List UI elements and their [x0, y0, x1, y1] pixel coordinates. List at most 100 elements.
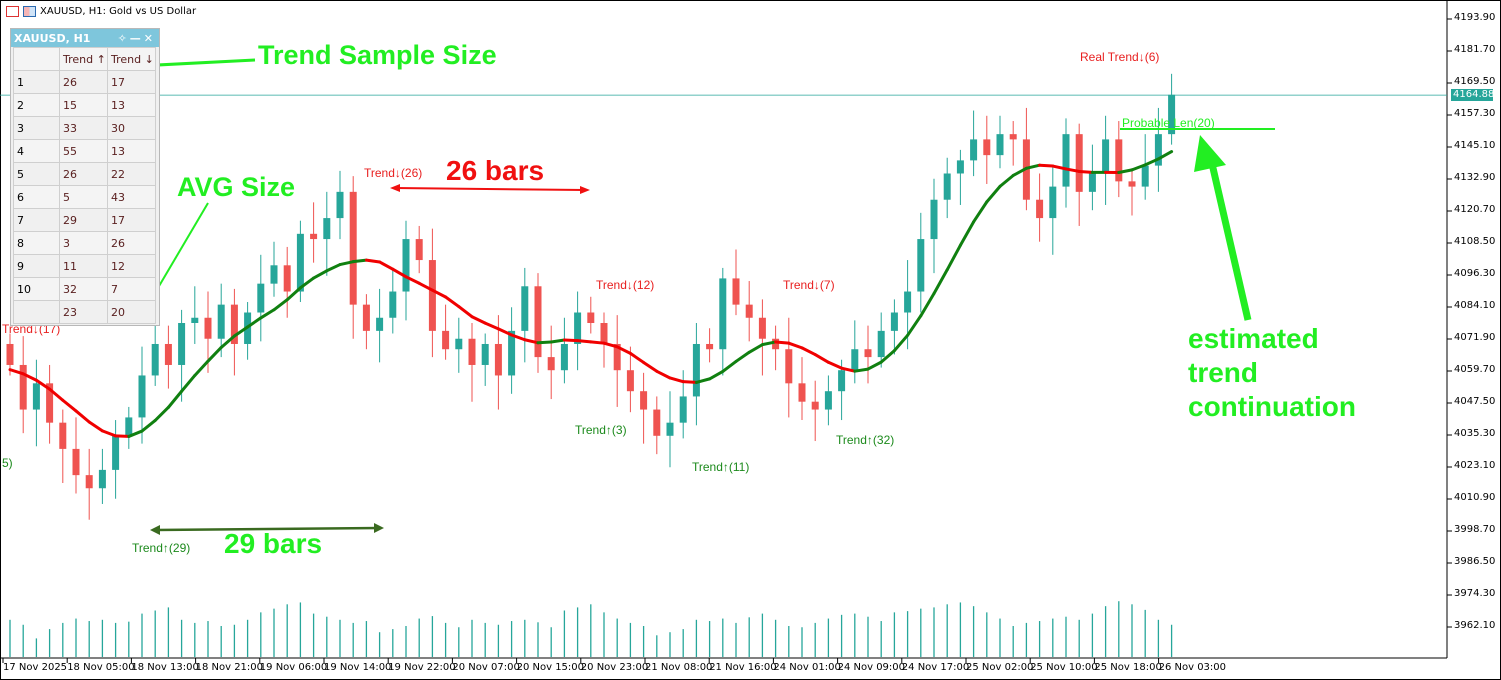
- trend-line-segment: [74, 409, 91, 424]
- trend-line-segment: [774, 340, 791, 345]
- table-cell: 26: [59, 70, 108, 94]
- y-tick-label: 4071.90: [1454, 332, 1496, 343]
- trend-line-segment: [87, 420, 104, 433]
- candle-body: [600, 323, 608, 344]
- x-tick-label: 17 Nov 2025: [3, 662, 68, 673]
- candle-body: [653, 409, 661, 436]
- y-tick-label: 4193.90: [1454, 12, 1496, 23]
- current-price-label: 4164.88: [1451, 89, 1495, 101]
- trend-line-segment: [21, 372, 38, 382]
- trend-label: Trend↑(29): [132, 541, 191, 555]
- trend-line-segment: [1051, 164, 1068, 171]
- trend-line-segment: [972, 200, 989, 224]
- trend-line-segment: [404, 275, 421, 285]
- table-cell: 11: [59, 254, 108, 278]
- chart-title: XAUUSD, H1: Gold vs US Dollar: [40, 6, 197, 17]
- candle-body: [666, 422, 674, 436]
- trend-line-segment: [417, 281, 434, 292]
- arrow-26-bars: [394, 187, 586, 191]
- pin-icon[interactable]: ✧: [117, 31, 130, 45]
- table-cell: 29: [59, 208, 108, 232]
- candle-body: [283, 265, 291, 292]
- table-cell: [13, 47, 60, 71]
- annotation-avg-size: AVG Size: [177, 172, 296, 202]
- minimize-icon[interactable]: —: [129, 31, 144, 45]
- candle-body: [1168, 94, 1176, 135]
- trend-stats-panel[interactable]: XAUUSD, H1 ✧—✕ Trend ↑ Trend ↓ 1 26 17 2 15 13 3 3…: [10, 28, 160, 326]
- trend-line-segment: [985, 184, 1002, 204]
- table-cell: 17: [107, 208, 156, 232]
- candle-body: [732, 278, 740, 305]
- x-tick-label: 20 Nov 23:00: [580, 662, 649, 673]
- candle-body: [112, 435, 120, 470]
- candle-body: [257, 283, 265, 313]
- candle-body: [877, 330, 885, 358]
- x-tick-label: 24 Nov 01:00: [773, 662, 841, 673]
- trend-line-segment: [853, 367, 870, 373]
- candle-body: [164, 343, 172, 365]
- x-tick-label: 18 Nov 13:00: [131, 662, 199, 673]
- table-cell: 17: [107, 70, 156, 94]
- candle-body: [296, 233, 304, 292]
- candle-body: [389, 291, 397, 318]
- table-row: 6 5 43: [13, 185, 156, 209]
- candle-body: [745, 304, 753, 318]
- candle-body: [1062, 134, 1070, 187]
- y-tick-label: 4132.90: [1454, 172, 1496, 183]
- table-cell: 26: [59, 162, 108, 186]
- annotation-29-bars: 29 bars: [224, 528, 323, 559]
- y-tick-label: 4145.10: [1454, 140, 1496, 151]
- table-cell: 30: [107, 116, 156, 140]
- candle-body: [6, 343, 14, 365]
- candle-body: [98, 469, 106, 489]
- trend-line-segment: [523, 338, 540, 345]
- annotation-line: trend: [1188, 357, 1258, 388]
- candle-body: [1009, 134, 1017, 140]
- close-icon[interactable]: ✕: [143, 31, 156, 45]
- trend-line-segment: [193, 359, 210, 377]
- table-cell: 5: [59, 185, 108, 209]
- x-tick-label: 18 Nov 21:00: [195, 662, 264, 673]
- table-cell: 10: [13, 277, 60, 301]
- candle-body: [811, 401, 819, 410]
- menu-icon[interactable]: [6, 6, 19, 17]
- trend-line-segment: [549, 338, 566, 344]
- x-tick-label: 21 Nov 16:00: [709, 662, 777, 673]
- candle-body: [323, 218, 331, 240]
- trend-line-segment: [721, 359, 738, 373]
- candle-body: [151, 343, 159, 376]
- candle-body: [349, 191, 357, 305]
- candle-body: [956, 160, 964, 174]
- x-tick-label: 24 Nov 09:00: [837, 662, 906, 673]
- table-row: 23 20: [13, 300, 156, 324]
- trend-line-segment: [206, 345, 223, 363]
- candle-body: [930, 199, 938, 240]
- candle-body: [560, 343, 568, 371]
- candle-body: [692, 343, 700, 397]
- trend-label: Trend↑(3): [575, 423, 627, 437]
- candle-body: [534, 286, 542, 358]
- table-cell: [13, 300, 60, 324]
- candle-body: [72, 448, 80, 476]
- candle-body: [917, 239, 925, 292]
- trend-label: Real Trend↓(6): [1080, 50, 1160, 64]
- table-cell: 55: [59, 139, 108, 163]
- panel-header[interactable]: XAUUSD, H1 ✧—✕: [11, 29, 159, 47]
- candle-body: [402, 239, 410, 292]
- candle-body: [32, 383, 40, 410]
- table-row: 7 29 17: [13, 208, 156, 232]
- candle-body: [785, 349, 793, 384]
- table-cell: 7: [13, 208, 60, 232]
- candle-body: [336, 191, 344, 219]
- arrowhead: [374, 523, 384, 533]
- y-tick-label: 4120.70: [1454, 204, 1496, 215]
- candle-body: [904, 291, 912, 313]
- trend-line-segment: [602, 341, 619, 349]
- candle-body: [1141, 165, 1149, 187]
- candle-body: [230, 304, 238, 344]
- candle-body: [481, 343, 489, 365]
- trend-line-segment: [166, 389, 184, 409]
- candle-body: [310, 233, 318, 240]
- trend-line-segment: [8, 368, 25, 376]
